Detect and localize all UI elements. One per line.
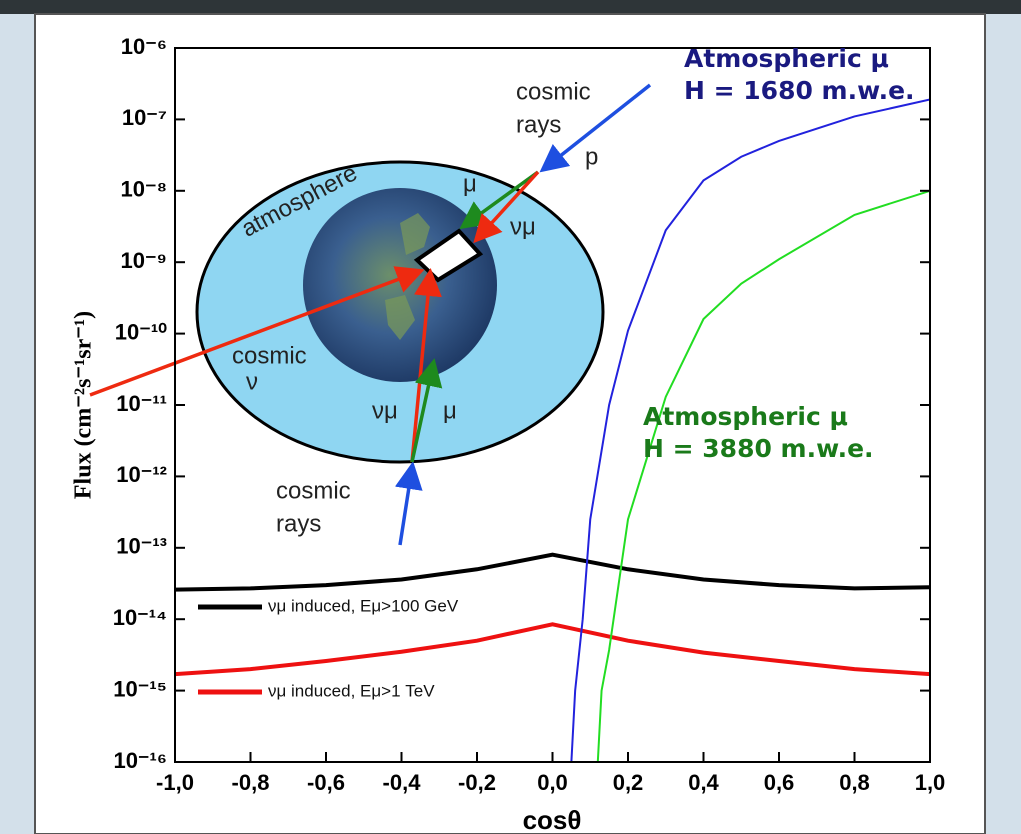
inset-label: μ <box>443 397 457 424</box>
inset-label: rays <box>516 111 561 138</box>
y-tick-label: 10⁻⁷ <box>122 105 167 130</box>
x-tick-label: -1,0 <box>156 770 194 795</box>
earth <box>303 188 497 382</box>
inset-label: p <box>585 143 598 170</box>
annotation: Atmospheric μ <box>643 402 848 431</box>
y-tick-label: 10⁻¹¹ <box>116 391 167 416</box>
x-tick-label: -0,2 <box>458 770 496 795</box>
x-tick-label: -0,6 <box>307 770 345 795</box>
inset-label: μ <box>463 170 477 197</box>
y-tick-label: 10⁻⁶ <box>121 34 167 59</box>
y-axis-label: Flux (cm⁻²s⁻¹sr⁻¹) <box>71 311 97 499</box>
page: atmosphere cosmic rays p μ νμ cosmic ν ν… <box>0 0 1021 834</box>
y-tick-label: 10⁻¹⁵ <box>113 676 167 701</box>
y-tick-label: 10⁻⁸ <box>121 177 167 202</box>
x-tick-label: 0,8 <box>839 770 870 795</box>
inset-label: ν <box>246 368 258 395</box>
x-tick-label: 0,2 <box>613 770 644 795</box>
legend-label: νμ induced, Eμ>1 TeV <box>268 681 435 700</box>
annotation: Atmospheric μ <box>684 44 889 73</box>
x-axis-label: cosθ <box>523 805 582 834</box>
inset-label: νμ <box>510 213 536 240</box>
legend-label: νμ induced, Eμ>100 GeV <box>268 596 459 615</box>
y-tick-label: 10⁻¹² <box>116 462 167 487</box>
top-bar <box>0 0 1021 14</box>
x-tick-label: -0,4 <box>383 770 422 795</box>
x-tick-label: 0,0 <box>537 770 568 795</box>
x-tick-label: -0,8 <box>232 770 270 795</box>
inset-label: cosmic <box>516 78 591 105</box>
inset-label: cosmic <box>276 477 351 504</box>
inset-label: νμ <box>372 397 398 424</box>
annotation: H = 3880 m.w.e. <box>643 434 874 463</box>
y-tick-label: 10⁻⁹ <box>120 248 167 273</box>
y-tick-label: 10⁻¹⁰ <box>115 319 167 344</box>
x-tick-label: 0,6 <box>764 770 795 795</box>
inset-label: cosmic <box>232 342 307 369</box>
x-tick-label: 0,4 <box>688 770 719 795</box>
y-tick-label: 10⁻¹⁴ <box>113 605 167 630</box>
y-tick-label: 10⁻¹³ <box>116 534 167 559</box>
inset-label: rays <box>276 510 321 537</box>
annotation: H = 1680 m.w.e. <box>684 76 915 105</box>
x-tick-label: 1,0 <box>915 770 946 795</box>
